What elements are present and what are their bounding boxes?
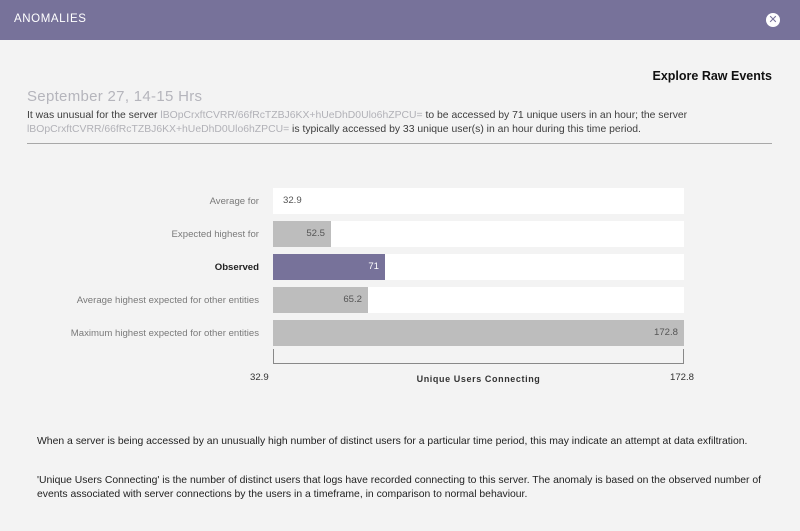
bar-track: 65.2 (273, 287, 684, 313)
server-name: lBOpCrxftCVRR/66fRcTZBJ6KX+hUeDhD0Ulo6hZ… (27, 124, 290, 135)
bar-label: Average highest expected for other entit… (76, 295, 259, 306)
bar-track: 52.5 (273, 221, 684, 247)
x-axis (273, 349, 684, 364)
bar-value: 52.5 (306, 228, 325, 239)
bar-value: 172.8 (653, 327, 678, 338)
bar-label: Observed (214, 262, 259, 273)
explore-raw-events-link[interactable]: Explore Raw Events (652, 69, 773, 83)
bar (273, 221, 331, 247)
bar-value: 32.9 (283, 195, 302, 206)
bar-value: 65.2 (343, 294, 362, 305)
summary-text-3: is typically accessed by 33 unique user(… (289, 124, 641, 135)
x-axis-title: Unique Users Connecting (416, 374, 541, 384)
date-heading: September 27, 14-15 Hrs (27, 88, 203, 105)
bar-track: 172.8 (273, 320, 684, 346)
bar-track: 32.9 (273, 188, 684, 214)
summary-text-2: to be accessed by 71 unique users in an … (422, 110, 688, 121)
bar (273, 320, 684, 346)
bar-value: 71 (368, 261, 379, 272)
bar (273, 254, 385, 280)
close-icon[interactable]: ✕ (766, 13, 780, 27)
bar (273, 287, 368, 313)
x-axis-min-label: 32.9 (250, 372, 269, 383)
bar-label: Average for (209, 196, 259, 207)
description-paragraph-2: 'Unique Users Connecting' is the number … (37, 475, 762, 500)
summary-text-1: It was unusual for the server (27, 110, 161, 121)
server-name: lBOpCrxftCVRR/66fRcTZBJ6KX+hUeDhD0Ulo6hZ… (160, 110, 423, 121)
x-axis-max-label: 172.8 (670, 372, 695, 383)
anomaly-summary: It was unusual for the server lBOpCrxftC… (27, 109, 777, 137)
modal-header: ANOMALIES ✕ (0, 0, 800, 40)
divider (27, 143, 772, 144)
bar-label: Expected highest for (171, 229, 259, 240)
bar-track: 71 (273, 254, 684, 280)
modal-title: ANOMALIES (14, 13, 87, 25)
bar-label: Maximum highest expected for other entit… (70, 328, 259, 339)
description-paragraph-1: When a server is being accessed by an un… (37, 436, 748, 447)
